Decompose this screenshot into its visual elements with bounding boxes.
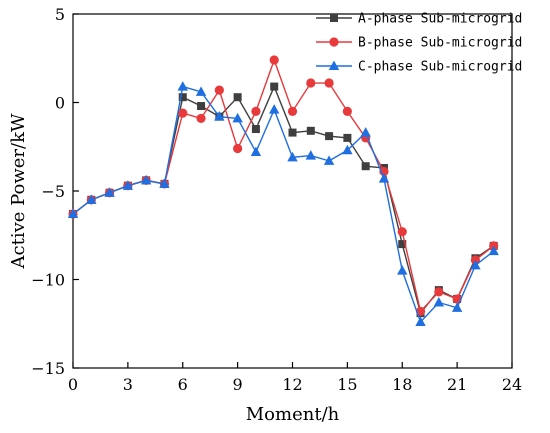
data-point [214, 85, 224, 95]
x-tick-label: 24 [502, 375, 522, 394]
data-point [269, 104, 280, 114]
legend-marker [329, 37, 339, 47]
data-point [140, 174, 152, 185]
data-point [343, 133, 352, 142]
data-point [306, 126, 315, 135]
data-point [488, 245, 499, 256]
y-tick-label: −5 [41, 182, 65, 201]
data-point [178, 108, 188, 118]
data-point [269, 55, 279, 65]
data-point [342, 106, 352, 116]
data-point [178, 93, 187, 102]
x-tick-label: 15 [337, 375, 357, 394]
series-line [72, 85, 495, 324]
data-point [470, 259, 481, 270]
x-tick-label: 21 [447, 375, 467, 394]
data-point [287, 106, 298, 116]
data-point [251, 106, 261, 116]
data-point [360, 127, 371, 137]
legend-marker [330, 14, 338, 22]
data-point [195, 86, 207, 96]
legend-label: B-phase Sub-microgrid [358, 36, 522, 51]
y-axis-title: Active Power/kW [8, 113, 29, 269]
x-axis-title: Moment/h [246, 404, 340, 425]
data-point [196, 113, 206, 124]
y-tick-label: 0 [55, 94, 65, 113]
data-series [67, 55, 499, 326]
data-point [397, 227, 407, 237]
legend-marker [328, 60, 340, 70]
data-point [177, 81, 188, 91]
x-tick-label: 0 [68, 375, 78, 394]
data-point [342, 144, 353, 155]
legend: A-phase Sub-microgrid B-phase Sub-microgr… [316, 12, 522, 75]
data-point [378, 173, 390, 183]
data-point [397, 265, 408, 275]
x-tick-label: 3 [123, 375, 133, 394]
series-square [69, 82, 498, 318]
data-point [451, 302, 463, 312]
data-point [233, 143, 243, 154]
data-point [433, 297, 445, 307]
data-point [233, 93, 242, 102]
data-point [288, 128, 297, 137]
data-point [197, 102, 206, 111]
data-point [415, 316, 426, 326]
data-point [305, 150, 316, 160]
y-tick-label: 5 [55, 5, 65, 24]
x-tick-label: 18 [392, 375, 412, 394]
data-point [434, 287, 444, 297]
data-point [214, 111, 225, 121]
data-point [67, 208, 79, 219]
series-line [72, 57, 495, 313]
data-point [306, 78, 316, 88]
x-tick-label: 9 [233, 375, 243, 394]
y-tick-label: −10 [31, 271, 65, 290]
series-circle [68, 55, 499, 316]
data-point [232, 112, 243, 123]
data-point [122, 180, 134, 190]
x-tick-label: 12 [282, 375, 302, 394]
x-tick-label: 6 [178, 375, 188, 394]
legend-label: C-phase Sub-microgrid [358, 60, 522, 75]
legend-item: A-phase Sub-microgrid [316, 12, 522, 27]
legend-item: C-phase Sub-microgrid [316, 60, 522, 75]
data-point [104, 187, 115, 197]
data-point [398, 240, 407, 249]
data-point [86, 194, 97, 204]
legend-label: A-phase Sub-microgrid [358, 12, 522, 27]
legend-item: B-phase Sub-microgrid [316, 36, 522, 51]
data-point [251, 125, 260, 134]
series-line [72, 84, 495, 315]
data-point [361, 162, 370, 171]
series-triangle [67, 81, 499, 326]
data-point [324, 78, 334, 88]
data-point [250, 146, 262, 157]
data-point [325, 132, 334, 141]
y-tick-label: −15 [31, 359, 65, 378]
data-point [323, 155, 335, 165]
data-point [287, 151, 298, 162]
axes: 0 3 6 9 12 15 18 21 24 5 0 −5 −10 −15 [31, 5, 522, 394]
data-point [159, 178, 170, 188]
data-point [270, 82, 279, 91]
